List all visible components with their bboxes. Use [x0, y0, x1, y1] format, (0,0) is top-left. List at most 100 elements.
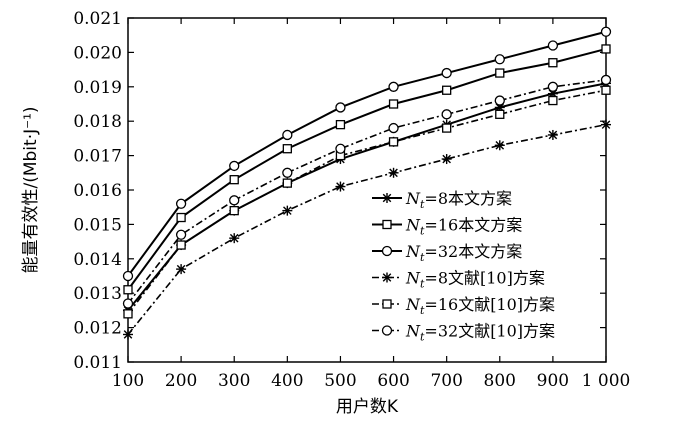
legend-label: Nt=8本文方案	[405, 189, 512, 211]
x-tick-label: 500	[324, 371, 356, 391]
star-marker	[547, 129, 558, 140]
circle-marker	[122, 270, 134, 282]
circle-marker	[282, 167, 293, 178]
series-5	[123, 85, 611, 319]
circle-marker	[600, 26, 612, 37]
circle-marker	[335, 102, 346, 113]
y-axis-title: 能量有效性/(Mbit·J⁻¹)	[21, 106, 41, 273]
star-marker	[382, 193, 392, 203]
legend-label: Nt=32本文方案	[405, 242, 522, 264]
circle-marker	[388, 81, 399, 92]
square-marker	[601, 85, 611, 95]
circle-marker	[494, 95, 505, 106]
legend-item: Nt=8文献[10]方案	[372, 269, 545, 291]
x-tick-label: 900	[537, 371, 569, 391]
series-2	[123, 44, 611, 295]
y-tick-label: 0.018	[73, 112, 122, 132]
x-tick-label: 1 000	[582, 371, 631, 391]
series-3	[122, 26, 612, 282]
circle-marker	[175, 229, 187, 240]
circle-marker	[388, 122, 399, 134]
legend-label: Nt=16文献[10]方案	[405, 295, 555, 317]
square-marker	[176, 212, 186, 223]
circle-marker	[547, 40, 559, 51]
circle-marker	[381, 325, 393, 336]
square-marker	[548, 58, 558, 68]
y-tick-label: 0.012	[73, 319, 122, 339]
axis-ticks: 0.011 0.012 0.013 0.014 0.015 0.016 0.017 0.018…	[73, 9, 630, 391]
star-marker	[176, 264, 187, 275]
square-marker	[335, 119, 346, 130]
y-tick-label: 0.013	[73, 284, 122, 304]
circle-marker	[600, 74, 612, 86]
circle-marker	[547, 81, 559, 92]
circle-marker	[175, 198, 187, 209]
x-tick-label: 400	[271, 371, 303, 391]
series-line	[127, 82, 607, 312]
star-marker	[441, 154, 452, 165]
square-marker	[282, 144, 292, 154]
y-tick-label: 0.015	[73, 215, 122, 235]
square-marker	[229, 175, 239, 185]
square-marker	[548, 95, 558, 106]
square-marker	[282, 178, 292, 188]
series-line	[127, 47, 607, 291]
y-tick-label: 0.014	[73, 250, 122, 270]
y-tick-label: 0.016	[73, 181, 122, 201]
square-marker	[382, 299, 392, 309]
square-marker	[176, 240, 186, 250]
series-line	[127, 79, 607, 305]
square-marker	[495, 109, 505, 119]
circle-marker	[229, 160, 240, 172]
series-line	[127, 123, 607, 335]
circle-marker	[381, 245, 393, 257]
star-marker	[282, 205, 293, 216]
square-marker	[495, 68, 505, 78]
x-tick-label: 100	[112, 371, 144, 391]
circle-marker	[282, 129, 293, 141]
legend-item: Nt=16文献[10]方案	[372, 295, 555, 317]
square-marker	[123, 309, 133, 319]
x-tick-label: 700	[430, 371, 462, 391]
series-6	[122, 74, 612, 309]
series-layer	[122, 26, 612, 340]
legend-item: Nt=32本文方案	[372, 242, 522, 264]
star-marker	[388, 167, 399, 178]
y-tick-label: 0.019	[73, 78, 122, 98]
square-marker	[442, 123, 452, 133]
legend-label: Nt=8文献[10]方案	[405, 269, 545, 291]
y-tick-label: 0.011	[73, 353, 122, 373]
star-marker	[601, 119, 611, 130]
x-axis-title: 用户数K	[336, 397, 399, 417]
circle-marker	[441, 109, 452, 120]
legend-label: Nt=16本文方案	[405, 216, 522, 238]
x-tick-label: 600	[377, 371, 409, 391]
star-marker	[382, 272, 392, 283]
circle-marker	[229, 195, 240, 206]
legend-item: Nt=32文献[10]方案	[372, 322, 555, 344]
legend-item: Nt=16本文方案	[372, 216, 522, 238]
legend-item: Nt=8本文方案	[372, 189, 512, 211]
x-tick-label: 300	[218, 371, 250, 391]
legend-label: Nt=32文献[10]方案	[405, 322, 555, 344]
star-marker	[229, 233, 240, 244]
series-line	[127, 89, 607, 315]
x-tick-label: 200	[165, 371, 197, 391]
star-marker	[123, 329, 133, 340]
square-marker	[442, 85, 452, 95]
square-marker	[229, 205, 239, 216]
legend: Nt=8本文方案 Nt=16本文方案 Nt=32本文方案 Nt=8文献[10]方案 Nt…	[372, 189, 555, 344]
y-tick-label: 0.017	[73, 147, 122, 167]
square-marker	[601, 44, 611, 54]
circle-marker	[494, 54, 505, 65]
square-marker	[388, 99, 399, 109]
y-tick-label: 0.021	[73, 9, 122, 29]
series-line	[127, 30, 607, 277]
y-tick-label: 0.020	[73, 43, 122, 63]
square-marker	[123, 285, 133, 295]
x-tick-label: 800	[484, 371, 516, 391]
star-marker	[335, 181, 346, 192]
circle-marker	[122, 298, 134, 309]
series-4	[123, 119, 611, 340]
